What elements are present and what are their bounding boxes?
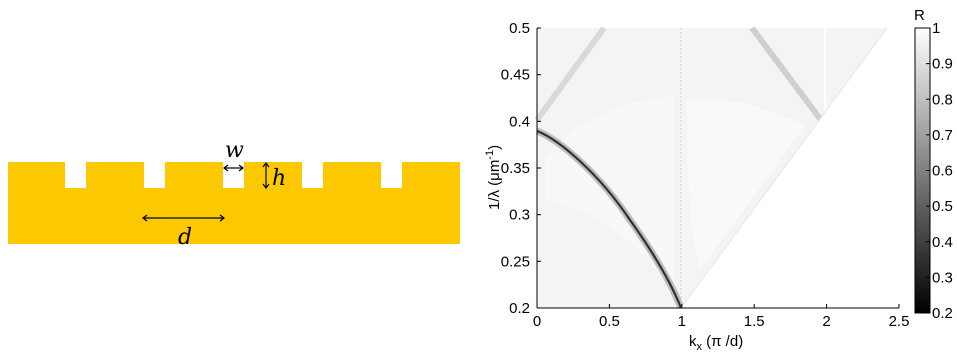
colorbar-tick-label: 0.8 [932, 91, 953, 108]
grating-schematic: w h d [8, 138, 460, 250]
x-axis-label-sub: x [697, 341, 703, 353]
colorbar-tick-label: 1 [932, 20, 940, 37]
faint-line-upper-left [534, 26, 607, 122]
colorbar-tick-label: 0.2 [932, 305, 953, 322]
forbidden-region [681, 28, 899, 308]
y-tick-label: 0.45 [501, 67, 530, 84]
x-tick-label: 0.5 [599, 313, 620, 330]
period-label: d [178, 225, 192, 250]
heatmap-plot [534, 26, 899, 310]
y-tick-label: 0.25 [501, 253, 530, 270]
colorbar-ticks: 0.2 0.3 0.4 0.5 0.6 0.7 0.8 0.9 1 [926, 20, 953, 322]
colorbar-tick-label: 0.5 [932, 198, 953, 215]
colorbar-title: R [914, 7, 925, 24]
colorbar: R 0.2 0.3 0.4 0.5 0.6 0.7 0.8 0.9 1 [914, 7, 953, 322]
colorbar-tick-label: 0.3 [932, 269, 953, 286]
x-axis-label: kx (π /d) [689, 333, 743, 353]
x-tick-label: 1 [678, 313, 686, 330]
inner-lobe-right [687, 99, 805, 270]
x-tick-label: 2.5 [889, 313, 910, 330]
x-tick-label: 0 [533, 313, 541, 330]
x-axis-label-rest: (π /d) [702, 333, 743, 350]
y-axis-label-close: ) [486, 145, 503, 150]
y-axis-label: 1/λ (μm-1) [484, 145, 503, 210]
colorbar-tick-label: 0.4 [932, 234, 953, 251]
y-tick-label: 0.3 [509, 207, 530, 224]
height-arrow [262, 162, 270, 189]
y-axis-label-sup: -1 [484, 150, 496, 160]
width-arrow [223, 164, 244, 172]
x-tick-label: 1.5 [744, 313, 765, 330]
y-tick-label: 0.5 [509, 20, 530, 37]
y-tick-label: 0.4 [509, 113, 530, 130]
x-axis-label-main: k [689, 333, 697, 350]
colorbar-tick-label: 0.6 [932, 163, 953, 180]
dark-band [536, 129, 683, 309]
x-tick-label: 2 [822, 313, 830, 330]
faint-line-upper-right [749, 26, 824, 122]
colorbar-tick-label: 0.7 [932, 127, 953, 144]
y-axis-label-main: 1/λ (μm [486, 160, 503, 210]
height-label: h [272, 166, 286, 191]
y-axis-ticks: 0.2 0.25 0.3 0.35 0.4 0.45 0.5 [501, 20, 541, 317]
colorbar-tick-label: 0.9 [932, 56, 953, 73]
x-axis-ticks: 0 0.5 1 1.5 2 2.5 [533, 304, 910, 330]
grating-profile [8, 162, 460, 244]
y-tick-label: 0.35 [501, 160, 530, 177]
light-line [680, 27, 888, 309]
y-tick-label: 0.2 [509, 300, 530, 317]
width-label: w [225, 138, 244, 163]
period-arrow [142, 214, 225, 222]
